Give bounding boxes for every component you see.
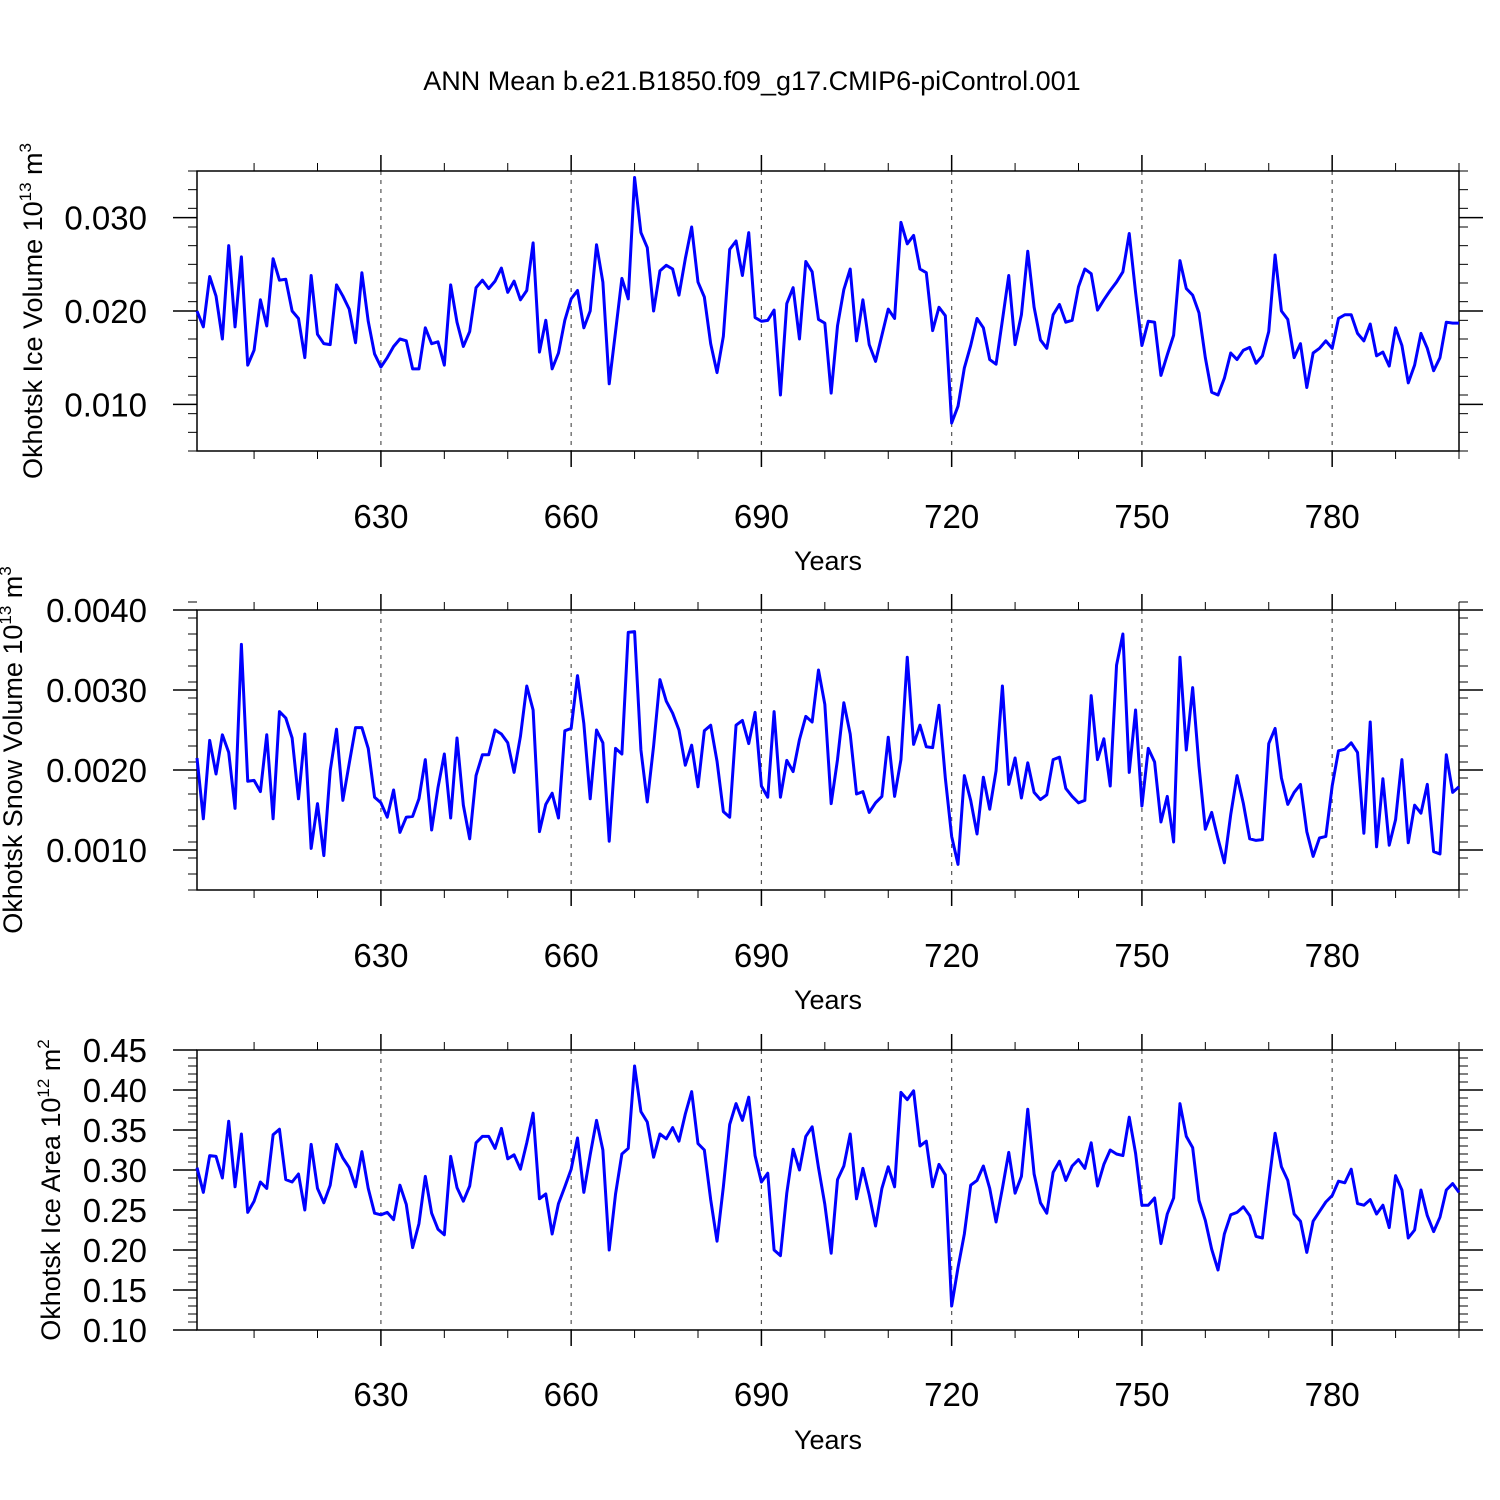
series-line-snow-volume xyxy=(195,630,1460,866)
y-tick-label: 0.25 xyxy=(83,1192,147,1229)
x-tick-labels: 630 660 690 720 750 780 xyxy=(353,1376,1359,1413)
y-tick-labels: 0.100.150.200.250.300.350.400.45 xyxy=(83,1032,147,1349)
y-tick-label: 0.020 xyxy=(64,293,147,330)
panel-ice-area: 0.100.150.200.250.300.350.400.45 630 660 6… xyxy=(34,1032,1483,1455)
x-tick-label: 630 xyxy=(353,937,408,974)
plot-frame xyxy=(196,609,1460,891)
grid-lines xyxy=(380,610,1333,890)
y-tick-label: 0.10 xyxy=(83,1312,147,1349)
plot-frame xyxy=(196,1049,1460,1331)
y-tick-label: 0.15 xyxy=(83,1272,147,1309)
series-line-ice-volume xyxy=(195,176,1459,425)
x-tick-label: 630 xyxy=(353,1376,408,1413)
x-tick-label: 780 xyxy=(1305,498,1360,535)
x-tick-labels: 630 660 690 720 750 780 xyxy=(353,937,1359,974)
y-tick-label: 0.0020 xyxy=(46,752,147,789)
x-axis-title: Years xyxy=(794,546,862,576)
x-tick-label: 690 xyxy=(734,498,789,535)
y-tick-label: 0.30 xyxy=(83,1152,147,1189)
y-tick-label: 0.40 xyxy=(83,1072,147,1109)
panel-snow-volume: 0.0010 0.0020 0.0030 0.0040 630 660 690 720 750… xyxy=(0,566,1483,1015)
y-tick-label: 0.20 xyxy=(83,1232,147,1269)
x-tick-label: 660 xyxy=(544,498,599,535)
x-tick-label: 750 xyxy=(1114,1376,1169,1413)
y-axis-title: Okhotsk Snow Volume 1013 m3 xyxy=(0,566,28,934)
x-tick-label: 660 xyxy=(544,937,599,974)
axis-ticks xyxy=(173,594,1483,906)
x-tick-label: 780 xyxy=(1305,1376,1360,1413)
x-tick-label: 660 xyxy=(544,1376,599,1413)
y-axis-title: Okhotsk Ice Area 1012 m2 xyxy=(34,1039,66,1341)
x-tick-label: 690 xyxy=(734,937,789,974)
x-tick-label: 750 xyxy=(1114,937,1169,974)
panel-ice-volume: 0.010 0.020 0.030 630 660 690 720 750 780 Years… xyxy=(16,143,1483,576)
x-tick-labels: 630 660 690 720 750 780 xyxy=(353,498,1359,535)
y-tick-label: 0.010 xyxy=(64,386,147,423)
y-tick-label: 0.35 xyxy=(83,1112,147,1149)
y-tick-label: 0.0040 xyxy=(46,592,147,629)
y-tick-label: 0.45 xyxy=(83,1032,147,1069)
x-tick-label: 780 xyxy=(1305,937,1360,974)
grid-lines xyxy=(380,171,1333,451)
y-axis-title: Okhotsk Ice Volume 1013 m3 xyxy=(16,143,48,479)
x-tick-label: 750 xyxy=(1114,498,1169,535)
x-axis-title: Years xyxy=(794,1425,862,1455)
x-tick-label: 720 xyxy=(924,498,979,535)
y-tick-label: 0.0010 xyxy=(46,832,147,869)
y-tick-label: 0.030 xyxy=(64,200,147,237)
y-tick-label: 0.0030 xyxy=(46,672,147,709)
axis-ticks xyxy=(173,1034,1483,1346)
chart-title: ANN Mean b.e21.B1850.f09_g17.CMIP6-piCon… xyxy=(423,66,1081,96)
y-tick-labels: 0.010 0.020 0.030 xyxy=(64,200,147,424)
axis-ticks xyxy=(173,155,1483,467)
x-tick-label: 720 xyxy=(924,937,979,974)
x-axis-title: Years xyxy=(794,985,862,1015)
y-tick-labels: 0.0010 0.0020 0.0030 0.0040 xyxy=(46,592,147,869)
x-tick-label: 720 xyxy=(924,1376,979,1413)
x-tick-label: 630 xyxy=(353,498,408,535)
x-tick-label: 690 xyxy=(734,1376,789,1413)
series-line-ice-area xyxy=(195,1064,1461,1308)
grid-lines xyxy=(380,1050,1333,1330)
